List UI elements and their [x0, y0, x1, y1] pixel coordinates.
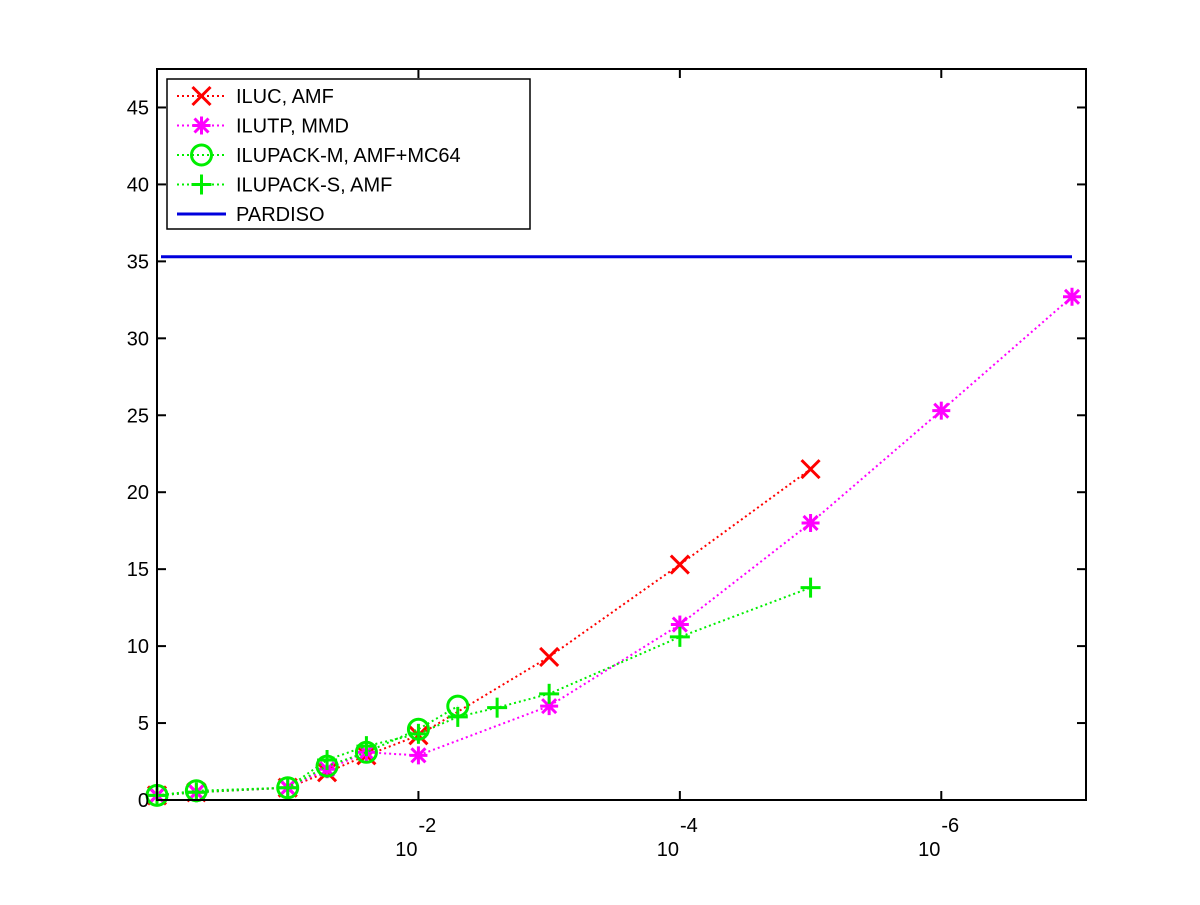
data-point-1-5-stroke [410, 747, 427, 764]
legend: ILUC, AMF ILUTP, MMD ILUPACK-M, AMF+MC64 IL… [166, 78, 531, 230]
data-point-1-8 [801, 513, 820, 532]
data-point-0-6 [539, 646, 560, 667]
legend-marker-stroke [191, 85, 212, 107]
legend-item-0: ILUC, AMF [177, 85, 334, 108]
y-tick-label: 45 [127, 97, 149, 119]
y-tick-label: 5 [138, 713, 149, 735]
legend-label: ILUC, AMF [236, 86, 334, 108]
data-point-3-5 [408, 723, 429, 744]
legend-marker [191, 85, 212, 107]
data-point-1-10 [1063, 287, 1081, 306]
y-tick-label: 0 [138, 790, 149, 812]
x-tick-label-base: 10 [657, 839, 679, 861]
legend-item-3: ILUPACK-S, AMF [177, 174, 392, 197]
data-point-1-7 [670, 615, 689, 634]
legend-box [166, 78, 531, 230]
legend-marker [190, 143, 213, 167]
x-tick-label-base: 10 [395, 839, 417, 861]
legend-label: ILUPACK-S, AMF [236, 175, 392, 197]
y-tick-label: 40 [127, 174, 149, 196]
x-tick-label-base: 10 [918, 839, 940, 861]
data-point-1-9-stroke [933, 402, 950, 419]
x-tick-label-exponent: -6 [941, 815, 959, 837]
data-point-3-9 [669, 626, 690, 647]
y-tick-label: 25 [127, 405, 149, 427]
data-point-1-10-stroke [1063, 288, 1081, 305]
data-point-0-6-stroke [539, 646, 560, 667]
data-point-3-2 [277, 777, 298, 798]
legend-label: ILUTP, MMD [236, 116, 349, 138]
data-point-1-7-stroke [671, 616, 688, 633]
y-tick-label: 20 [127, 482, 149, 504]
data-point-3-6 [447, 706, 468, 727]
data-point-0-8-stroke [800, 459, 821, 480]
legend-item-2: ILUPACK-M, AMF+MC64 [177, 143, 461, 167]
series-layer [145, 255, 1081, 807]
legend-marker [191, 174, 212, 195]
legend-marker-stroke [193, 117, 210, 134]
legend-label: PARDISO [236, 204, 325, 226]
data-point-3-4 [356, 736, 377, 757]
y-tick-label: 10 [127, 636, 149, 658]
data-point-3-10 [800, 577, 821, 598]
legend-item-1: ILUTP, MMD [177, 116, 349, 138]
data-point-3-8 [539, 683, 560, 704]
y-tick-label: 35 [127, 251, 149, 273]
data-point-0-7-stroke [669, 554, 690, 575]
legend-item-4: PARDISO [177, 204, 325, 226]
series-3 [147, 577, 821, 806]
legend-marker [192, 116, 211, 135]
data-point-1-8-stroke [802, 514, 819, 532]
x-tick-label-exponent: -4 [680, 815, 698, 837]
data-point-3-3 [317, 749, 338, 770]
plot-frame [156, 68, 1087, 801]
data-point-3-1 [186, 782, 207, 803]
data-point-1-6-stroke [541, 698, 558, 715]
series-line-3 [156, 586, 811, 797]
y-tick-label: 15 [127, 559, 149, 581]
data-point-3-7 [487, 697, 508, 718]
data-point-0-8 [800, 459, 821, 480]
legend-label: ILUPACK-M, AMF+MC64 [236, 145, 461, 167]
data-point-1-5 [409, 746, 428, 765]
data-point-1-9 [932, 401, 951, 420]
x-tick-label-exponent: -2 [419, 815, 437, 837]
y-tick-label: 30 [127, 328, 149, 350]
data-point-0-7 [669, 554, 690, 575]
